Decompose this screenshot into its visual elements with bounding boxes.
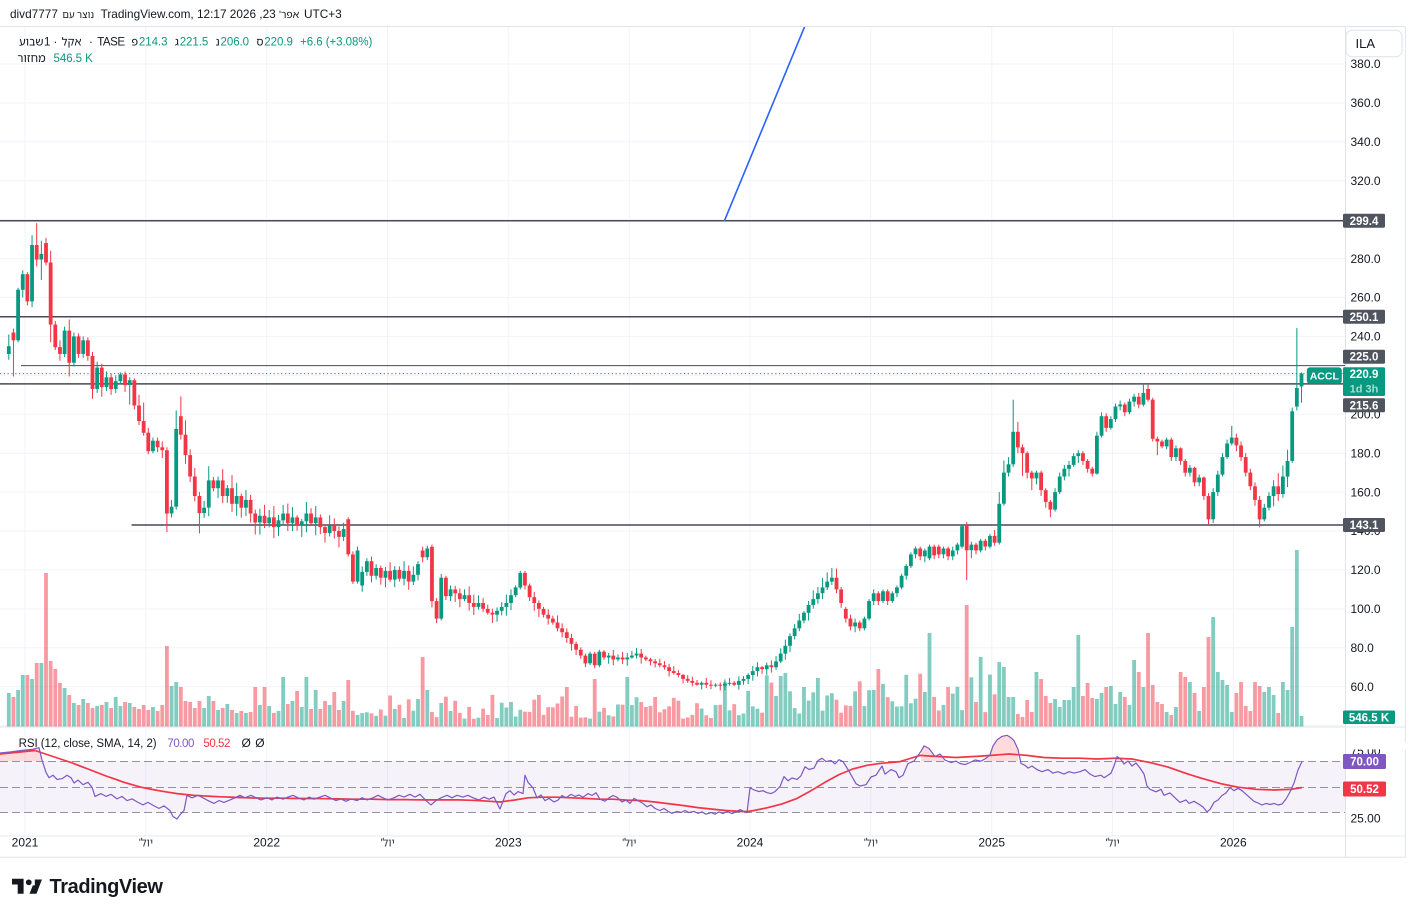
svg-text:250.1: 250.1 — [1350, 312, 1379, 324]
svg-text:220.9: 220.9 — [1350, 369, 1379, 381]
svg-text:·: · — [54, 37, 58, 49]
svg-text:ILA: ILA — [1356, 36, 1376, 51]
svg-text:25.00: 25.00 — [1351, 812, 1381, 826]
svg-text:160.0: 160.0 — [1351, 485, 1381, 499]
svg-text:2021: 2021 — [12, 836, 39, 850]
svg-text:2025: 2025 — [978, 836, 1005, 850]
svg-text:70.00: 70.00 — [167, 738, 194, 750]
svg-text:221.5: 221.5 — [180, 37, 209, 49]
svg-text:+6.6 (+3.08%): +6.6 (+3.08%) — [300, 37, 372, 49]
svg-text:TradingView.com, 12:17 2026 ,2: TradingView.com, 12:17 2026 ,23 — [101, 7, 277, 21]
svg-text:ACCL: ACCL — [1310, 371, 1340, 383]
svg-text:TASE: TASE — [97, 37, 125, 49]
svg-text:280.0: 280.0 — [1351, 252, 1381, 266]
svg-text:215.6: 215.6 — [1350, 400, 1379, 412]
svg-text:225.0: 225.0 — [1350, 352, 1379, 364]
svg-text:120.0: 120.0 — [1351, 563, 1381, 577]
svg-text:2024: 2024 — [737, 836, 764, 850]
svg-text:50.52: 50.52 — [1350, 784, 1379, 796]
svg-text:320.0: 320.0 — [1351, 174, 1381, 188]
svg-text:546.5 K: 546.5 K — [1349, 712, 1390, 724]
svg-text:100.0: 100.0 — [1351, 602, 1381, 616]
svg-text:143.1: 143.1 — [1350, 520, 1379, 532]
svg-text:2023: 2023 — [495, 836, 522, 850]
svg-text:380.0: 380.0 — [1351, 57, 1381, 71]
svg-text:TradingView: TradingView — [50, 876, 164, 898]
svg-text:1: 1 — [44, 37, 50, 49]
svg-text:Ø: Ø — [255, 736, 264, 750]
svg-text:180.0: 180.0 — [1351, 446, 1381, 460]
svg-text:70.00: 70.00 — [1350, 757, 1379, 769]
svg-text:260.0: 260.0 — [1351, 291, 1381, 305]
svg-text:220.9: 220.9 — [264, 37, 293, 49]
svg-text:80.0: 80.0 — [1351, 641, 1375, 655]
svg-text:240.0: 240.0 — [1351, 330, 1381, 344]
svg-text:divd7777: divd7777 — [10, 7, 58, 21]
svg-text:360.0: 360.0 — [1351, 96, 1381, 110]
svg-text:340.0: 340.0 — [1351, 135, 1381, 149]
svg-text:Ø: Ø — [242, 736, 251, 750]
svg-text:50.52: 50.52 — [203, 738, 230, 750]
svg-text:60.0: 60.0 — [1351, 680, 1375, 694]
svg-text:206.0: 206.0 — [221, 37, 250, 49]
svg-text:299.4: 299.4 — [1350, 216, 1379, 228]
svg-text:UTC+3: UTC+3 — [304, 7, 342, 21]
svg-text:RSI (12, close, SMA, 14, 2): RSI (12, close, SMA, 14, 2) — [19, 738, 157, 750]
svg-text:546.5 K: 546.5 K — [54, 53, 94, 65]
svg-text:1d 3h: 1d 3h — [1350, 383, 1379, 395]
svg-text:2022: 2022 — [253, 836, 280, 850]
svg-text:·: · — [89, 37, 93, 49]
svg-text:2026: 2026 — [1220, 836, 1247, 850]
svg-text:214.3: 214.3 — [139, 37, 168, 49]
